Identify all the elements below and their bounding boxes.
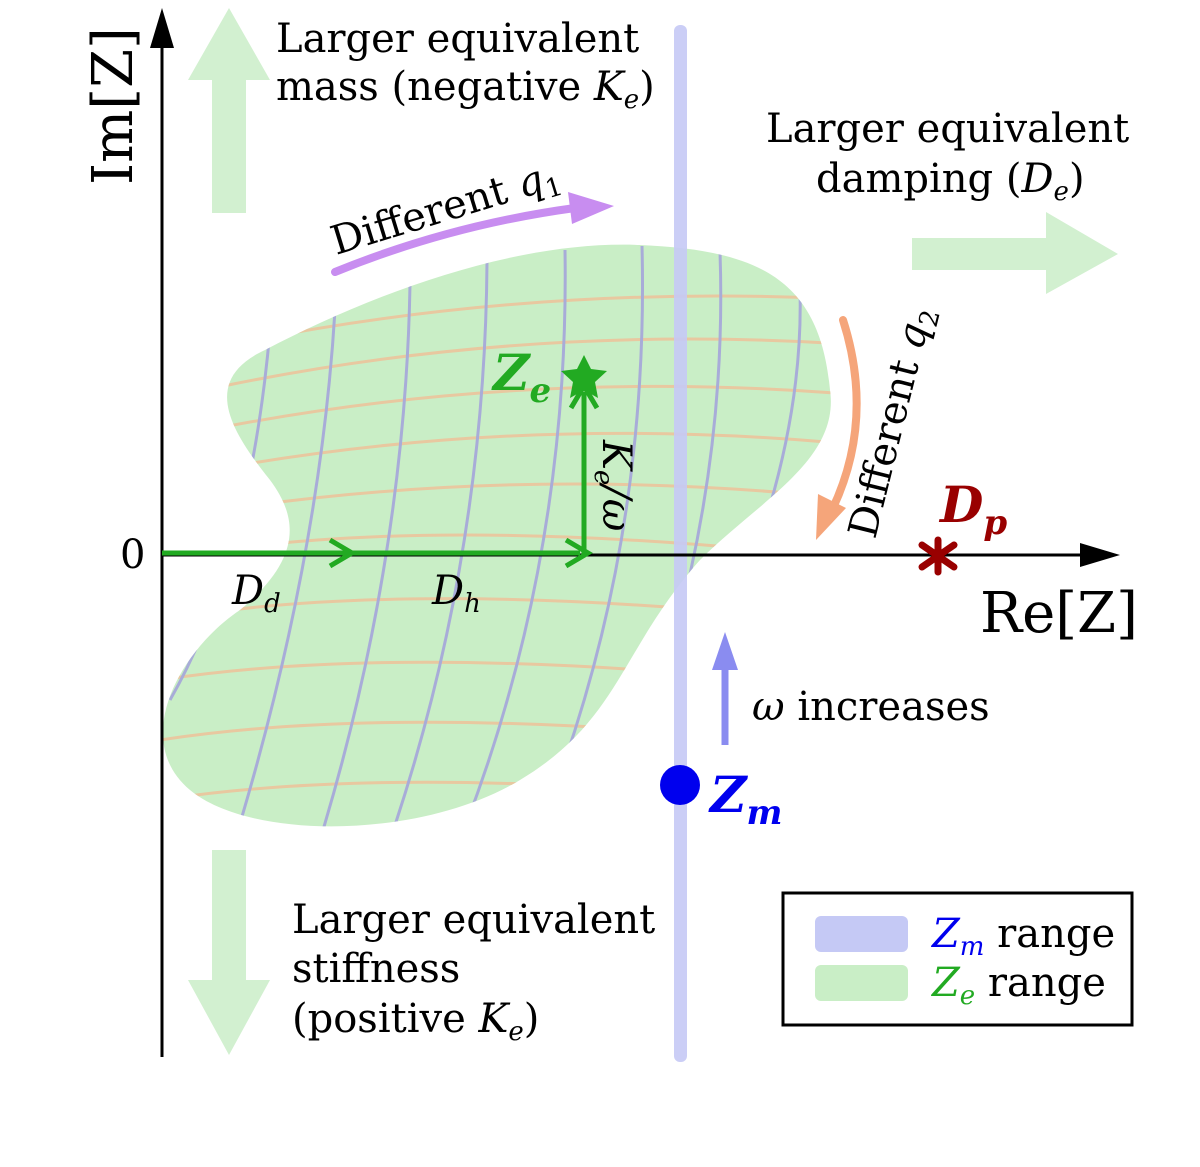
dh-label: Dh — [431, 568, 481, 619]
stiffness-direction-arrow — [188, 850, 270, 1055]
x-axis-arrowhead — [1080, 543, 1120, 567]
legend-ze-swatch — [815, 965, 908, 1001]
mass-annotation-line2: mass (negative Ke) — [276, 64, 655, 115]
stiffness-annotation-line2: stiffness — [292, 946, 460, 992]
omega-increases-label: ω increases — [752, 684, 990, 730]
mass-annotation-line1: Larger equivalent — [276, 16, 639, 62]
legend-ze-label: Ze range — [930, 960, 1106, 1011]
ze-star-marker — [561, 355, 607, 398]
q2-arrow — [816, 316, 861, 540]
q1-label: Different q1 — [325, 151, 566, 269]
zm-point-marker — [660, 765, 700, 805]
ze-label: Ze — [491, 343, 551, 411]
q1-arrow — [331, 192, 614, 276]
ze-range-region — [162, 244, 831, 827]
dp-label: Dp — [938, 475, 1007, 543]
stiffness-annotation-line3: (positive Ke) — [292, 996, 539, 1047]
x-axis-label: Re[Z] — [980, 581, 1138, 646]
mass-direction-arrow — [188, 8, 270, 213]
dd-label: Dd — [231, 568, 281, 619]
legend-zm-swatch — [815, 916, 908, 952]
dh-vector — [345, 537, 593, 569]
legend-zm-label: Zm range — [930, 911, 1115, 962]
omega-increases-arrow — [712, 632, 738, 745]
ke-omega-label: Ke/ω — [588, 439, 639, 531]
y-axis-arrowhead — [150, 8, 174, 48]
origin-label: 0 — [120, 532, 145, 578]
legend: Zm range Ze range — [781, 891, 1134, 1027]
zm-label: Zm — [708, 765, 782, 833]
y-axis-label: Im[Z] — [81, 27, 146, 185]
stiffness-annotation-line1: Larger equivalent — [292, 897, 655, 943]
damping-annotation-line2: damping (De) — [816, 156, 1085, 207]
zm-range-band — [674, 25, 687, 1062]
damping-annotation-line1: Larger equivalent — [766, 106, 1129, 152]
damping-direction-arrow — [912, 212, 1118, 294]
dp-asterisk-marker — [918, 536, 958, 576]
